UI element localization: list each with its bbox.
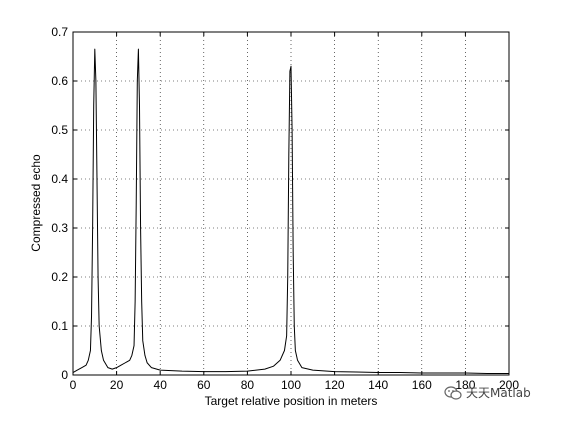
x-tick-label: 180 (455, 378, 475, 392)
x-tick-label: 0 (70, 378, 77, 392)
y-tick-label: 0 (61, 368, 68, 382)
plot-layer (72, 48, 509, 375)
x-tick-label: 20 (110, 378, 124, 392)
y-axis-label: Compressed echo (29, 154, 43, 252)
y-tick-label: 0.6 (51, 74, 68, 88)
x-tick-label: 160 (412, 378, 432, 392)
x-tick-label: 140 (368, 378, 388, 392)
x-tick-label: 40 (154, 378, 168, 392)
watermark: 天天Matlab (444, 384, 531, 401)
y-tick-label: 0.7 (51, 25, 68, 39)
x-axis-label: Target relative position in meters (205, 394, 378, 408)
x-tick-label: 100 (281, 378, 301, 392)
y-tick-label: 0.1 (51, 319, 68, 333)
tick-layer: 0 20 40 60 80 100 120 140 160 180 200 0 0.1 0.2 0.3 0.4… (51, 25, 519, 392)
series-line (72, 48, 509, 375)
y-tick-label: 0.3 (51, 221, 68, 235)
x-tick-label: 80 (241, 378, 255, 392)
x-tick-label: 200 (499, 378, 519, 392)
grid-layer (73, 32, 509, 375)
y-tick-label: 0.2 (51, 270, 68, 284)
y-tick-label: 0.4 (51, 172, 68, 186)
x-tick-label: 120 (325, 378, 345, 392)
wechat-icon (444, 385, 462, 400)
y-tick-label: 0.5 (51, 123, 68, 137)
x-tick-label: 60 (197, 378, 211, 392)
watermark-text: 天天Matlab (466, 386, 531, 400)
